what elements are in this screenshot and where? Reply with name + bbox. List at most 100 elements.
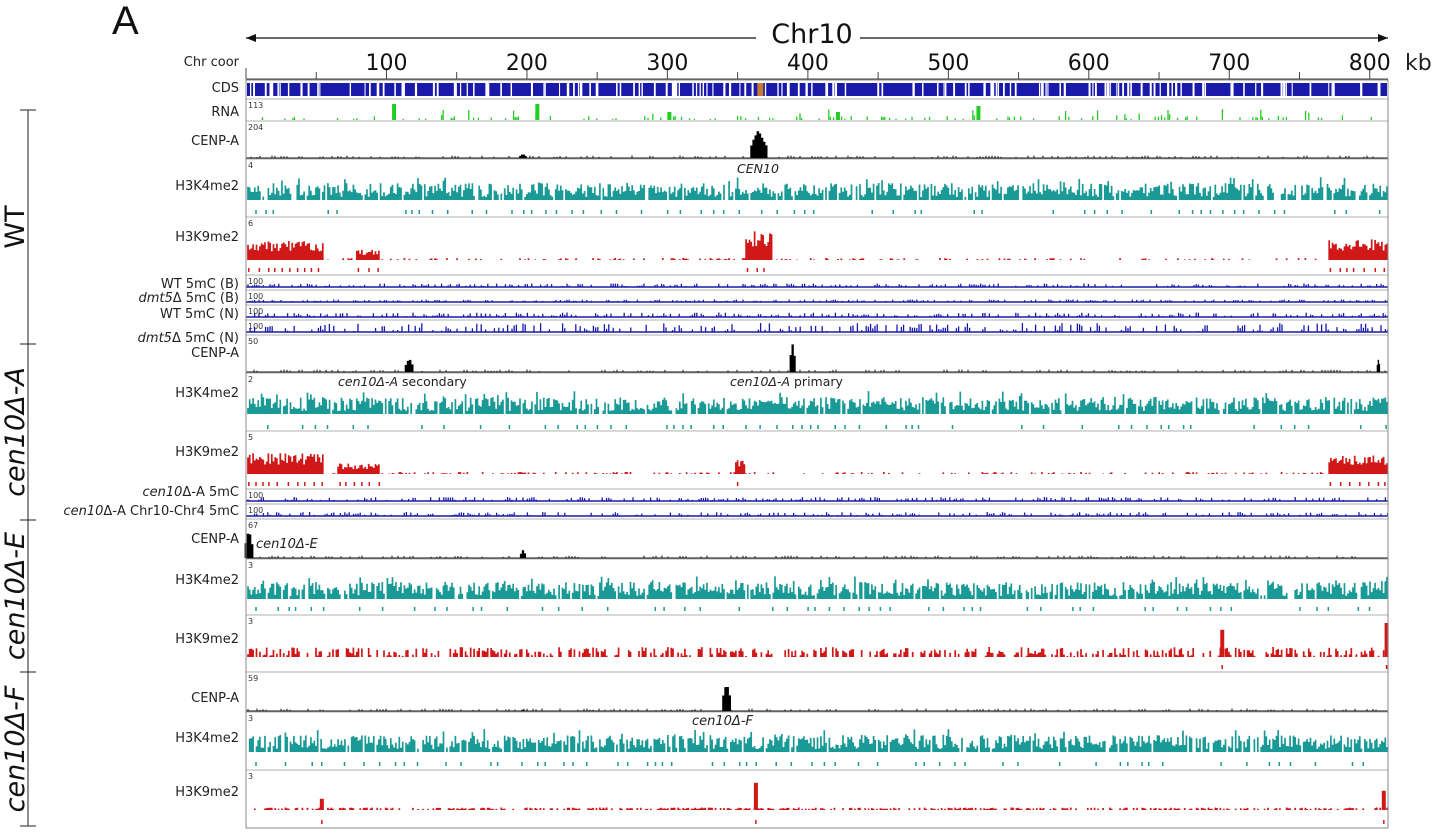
track-label-e_h3k4: H3K4me2 (175, 573, 239, 588)
track-scale: 100 (248, 322, 263, 331)
track-scale: 50 (248, 337, 258, 346)
cenpa-peak-bar (521, 550, 525, 558)
track-wt_h3k4: 4 (246, 161, 1388, 218)
cenpa-peak-bar (726, 687, 729, 711)
h3k9-peak-bar (753, 782, 758, 810)
track-scale: 67 (248, 521, 258, 530)
group-label-f: cen10Δ-F (0, 685, 31, 812)
track-label-wt_5mcB: WT 5mC (B) (161, 277, 239, 292)
track-scale: 100 (248, 277, 263, 286)
cenpa-peak-bar (791, 344, 794, 372)
cenpa-peak-bar (789, 355, 792, 372)
cenpa-peak-bar (250, 544, 254, 558)
track-a_h3k4: 2 (246, 375, 1388, 432)
track-label-cds: CDS (212, 81, 239, 96)
cenpa-peak-bar (411, 364, 414, 372)
arrow-left-icon (246, 34, 256, 42)
track-a_h3k9: 5 (246, 433, 1388, 490)
cen10a-secondary-label: cen10Δ-A secondary (338, 374, 467, 389)
cenpa-peak-bar (522, 709, 524, 711)
track-e_cenpa: 67 (244, 521, 1388, 560)
cenpa-peak-bar (522, 154, 525, 158)
cenpa-peak-bar (523, 710, 525, 711)
group-label-a: cen10Δ-A (0, 367, 31, 497)
track-scale: 3 (248, 617, 253, 626)
track-f_h3k4: 3 (246, 714, 1388, 771)
coord-tick-label: 400 (787, 51, 829, 76)
cenpa-peak-bar (406, 360, 410, 372)
track-wt_5mcB: 100 (246, 277, 1388, 291)
track-label-a_5mc_fuse: cen10Δ-A Chr10-Chr4 5mC (63, 504, 239, 519)
track-label-wt_5mcN: WT 5mC (N) (160, 307, 239, 322)
coord-tick-label: 300 (646, 51, 688, 76)
cenpa-peak-bar (724, 687, 727, 711)
coordinate-axis: 100 200 300 400 500 600 700 800 (245, 51, 1391, 80)
track-label-a_5mc: cen10Δ-A 5mC (142, 485, 239, 500)
track-a_cenpa: 50 (246, 337, 1388, 374)
cenpa-peak-bar (524, 155, 527, 158)
track-dmt_5mcN: 100 (246, 322, 1389, 336)
track-annotations: CEN10 cen10Δ-A secondary cen10Δ-A primary c… (256, 161, 844, 729)
track-label-wt_h3k4: H3K4me2 (175, 179, 239, 194)
cen10-label: CEN10 (737, 161, 779, 176)
track-scale: 3 (248, 772, 253, 781)
cenpa-peak-bar (756, 131, 760, 158)
h3k9-peak-bar (1381, 790, 1386, 810)
cenpa-peak-bar (758, 133, 762, 158)
cenpa-peak-bar (752, 139, 755, 158)
track-a_5mc_fuse: 100 (246, 506, 1389, 520)
track-scale: 204 (248, 123, 263, 132)
coord-tick-label: 600 (1068, 51, 1110, 76)
track-wt_cenpa: 204 (246, 123, 1388, 160)
track-scale: 100 (248, 292, 263, 301)
cenpa-peak-bar (521, 154, 524, 158)
chromosome-title: Chr10 (771, 19, 852, 50)
track-label-e_h3k9: H3K9me2 (175, 632, 239, 647)
track-label-e_cenpa: CENP-A (191, 532, 239, 547)
coord-tick-label: 700 (1208, 51, 1250, 76)
track-label-wt_h3k9: H3K9me2 (175, 230, 239, 245)
cenpa-peak-bar (519, 553, 523, 558)
cenpa-peak-bar (1376, 364, 1379, 372)
cen10f-label: cen10Δ-F (692, 714, 754, 729)
cenpa-peak-bar (523, 553, 526, 558)
track-e_h3k9: 3 (246, 617, 1389, 673)
track-rna: 113 (246, 101, 1388, 122)
coord-tick-label: 800 (1349, 51, 1391, 76)
cenpa-peak-bar (408, 359, 412, 372)
panel-frame (245, 79, 1389, 829)
cenpa-peak-bar (760, 137, 764, 158)
panel-label: A (112, 0, 139, 43)
cenpa-peak-bar (750, 145, 753, 158)
cenpa-peak-bar (519, 155, 522, 158)
h3k9-peak-bar (1384, 623, 1389, 657)
track-a_5mc: 100 (246, 491, 1388, 505)
track-scale: 4 (248, 161, 253, 170)
h3k9-peak-bar (1220, 629, 1225, 657)
track-scale: 59 (248, 674, 258, 683)
track-scale: 100 (248, 506, 263, 515)
track-wt_5mcN: 100 (246, 307, 1389, 321)
track-label-a_h3k9: H3K9me2 (175, 445, 239, 460)
cenpa-peak-bar (1377, 359, 1380, 372)
cenpa-peak-bar (521, 710, 523, 711)
track-scale: 5 (248, 433, 253, 442)
track-scale: 2 (248, 375, 253, 384)
group-label-wt: WT (0, 205, 31, 249)
track-label-a_cenpa: CENP-A (191, 346, 239, 361)
cenpa-peak-bar (722, 695, 725, 711)
track-scale: 100 (248, 307, 263, 316)
sample-groups: WT cen10Δ-A cen10Δ-E cen10Δ-F (0, 109, 36, 827)
cenpa-peak-bar (762, 141, 766, 158)
cenpa-peak-bar (1378, 364, 1381, 372)
cenpa-peak-bar (248, 534, 252, 558)
cenpa-peak-bar (728, 695, 731, 711)
track-label-f_h3k4: H3K4me2 (175, 731, 239, 746)
track-scale: 100 (248, 491, 263, 500)
coord-row-label: Chr coor (184, 55, 240, 70)
coord-tick-label: 200 (506, 51, 548, 76)
track-f_cenpa: 59 (246, 674, 1388, 713)
group-label-e: cen10Δ-E (0, 532, 31, 660)
